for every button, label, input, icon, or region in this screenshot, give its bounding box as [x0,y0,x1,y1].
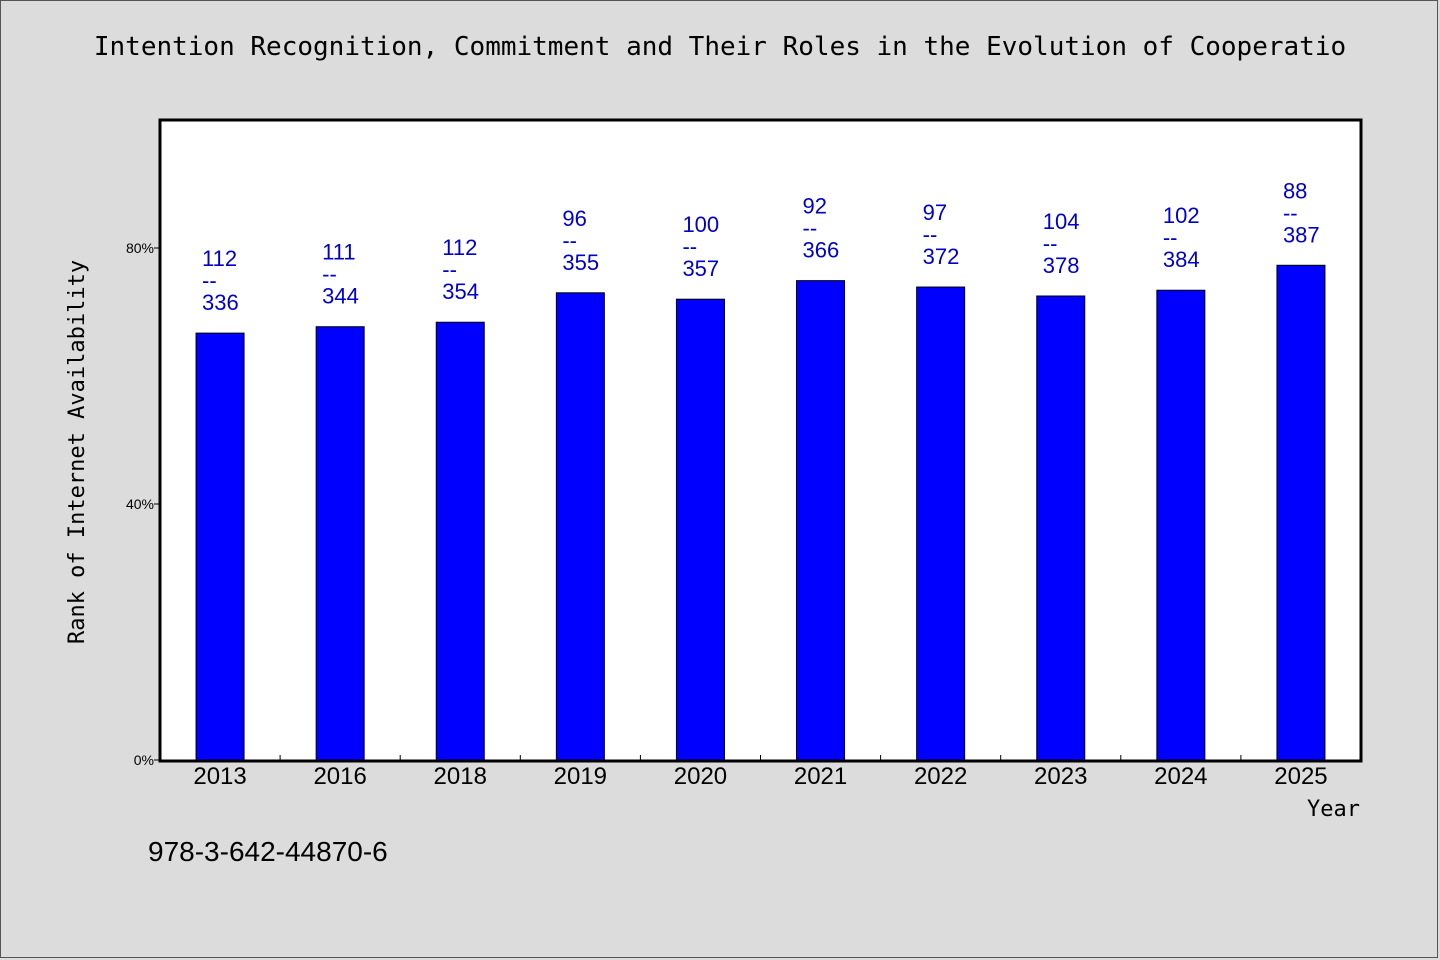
bar [195,332,245,761]
bar [315,326,365,761]
bars-group [195,264,1326,761]
bar-label-top: 104 [1043,209,1080,234]
bar-label-top: 88 [1283,178,1307,203]
bar-label-top: 100 [682,212,719,237]
x-tick-label: 2013 [193,763,246,790]
bar-label-separator: -- [1283,200,1298,225]
bar-label-bottom: 384 [1163,247,1200,272]
bar-label-top: 102 [1163,203,1200,228]
x-tick-label: 2025 [1274,763,1327,790]
x-tick-label: 2022 [914,763,967,790]
bar-label-bottom: 387 [1283,222,1320,247]
bar-label-separator: -- [442,257,457,282]
bar [435,321,485,761]
bar-label-bottom: 354 [442,279,479,304]
x-tick-label: 2020 [674,763,727,790]
bar-label-top: 112 [202,246,237,271]
x-tick-label: 2018 [434,763,487,790]
bar [796,280,846,761]
bar-label-bottom: 372 [923,244,960,269]
bar-label-bottom: 357 [682,256,719,281]
bar-label-separator: -- [202,268,217,293]
bar-label-separator: -- [322,262,337,287]
bar [1276,264,1326,761]
y-tick-label: 0% [134,752,154,768]
bar [1156,289,1206,761]
bar-label-separator: -- [803,216,818,241]
bar [555,292,605,761]
bar-label-bottom: 355 [562,250,599,275]
x-axis-label: Year [1307,797,1360,822]
bar-label-bottom: 366 [803,238,840,263]
bar [1036,295,1086,761]
bar [675,298,725,761]
bar-label-separator: -- [923,222,938,247]
bar-label-separator: -- [682,234,697,259]
y-axis-ticks: 0% 40% 80% [126,240,160,768]
bar-label-bottom: 378 [1043,253,1080,278]
y-tick-label: 40% [126,496,154,512]
x-tick-label: 2023 [1034,763,1087,790]
chart-title: Intention Recognition, Commitment and Th… [93,32,1347,62]
x-tick-label: 2019 [554,763,607,790]
bar-label-separator: -- [1043,231,1058,256]
y-axis-label: Rank of Internet Availability [65,260,90,644]
bar-label-separator: -- [562,228,577,253]
bar [916,286,966,761]
x-tick-label: 2016 [313,763,366,790]
bar-label-top: 92 [803,194,827,219]
x-tick-label: 2021 [794,763,847,790]
isbn-text: 978-3-642-44870-6 [148,836,388,867]
bar-label-bottom: 344 [322,284,359,309]
bar-label-top: 112 [442,235,477,260]
bar-label-top: 97 [923,200,947,225]
bar-label-top: 96 [562,206,586,231]
bar-label-top: 111 [322,240,355,265]
x-axis-ticks: 2013 2016 2018 2019 2020 2021 2022 2023 2024 2025 [193,755,1328,790]
y-tick-label: 80% [126,240,154,256]
bar-label-bottom: 336 [202,290,239,315]
bar-label-separator: -- [1163,225,1178,250]
x-tick-label: 2024 [1154,763,1207,790]
bar-labels-group: 112--336111--344112--35496--355100--3579… [202,178,1320,315]
